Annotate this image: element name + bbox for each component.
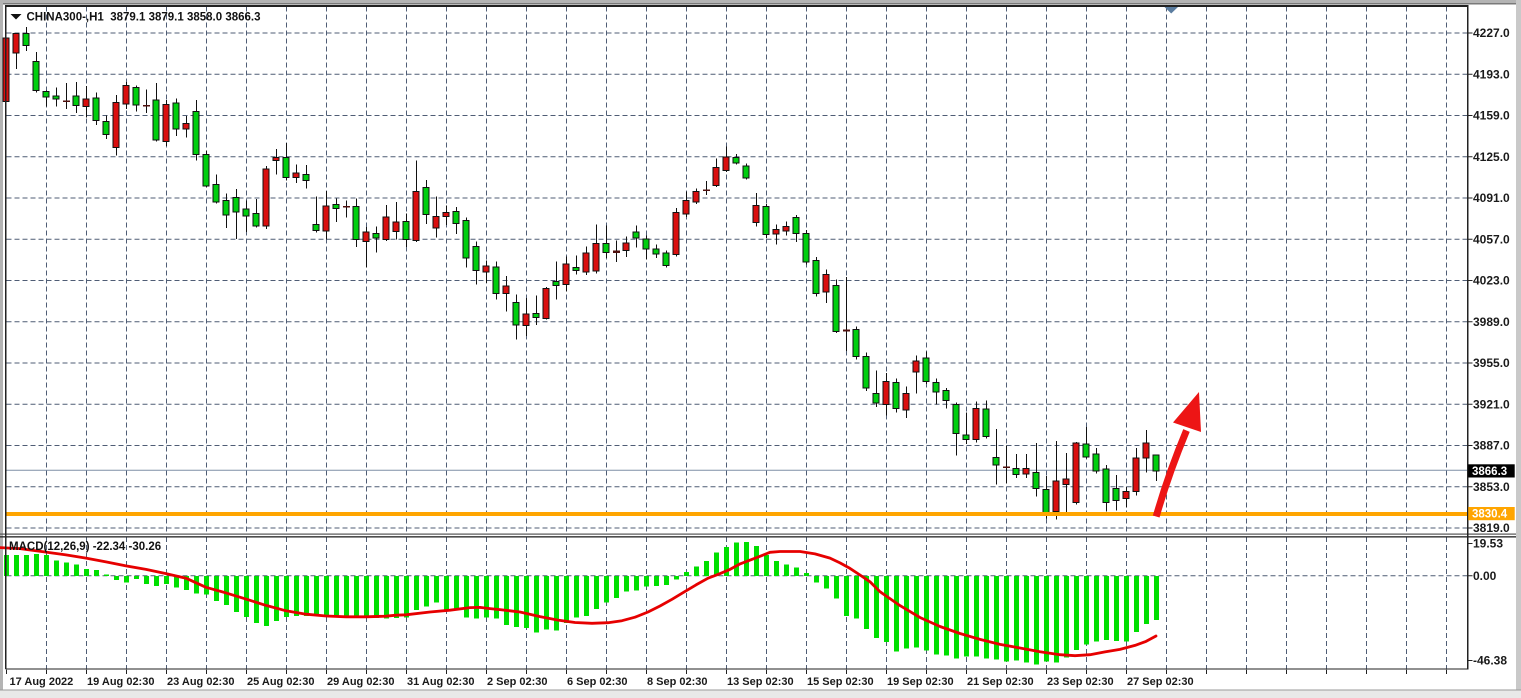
svg-text:13 Sep 02:30: 13 Sep 02:30 xyxy=(727,676,794,688)
svg-text:4091.0: 4091.0 xyxy=(1473,191,1510,205)
svg-text:8 Sep 02:30: 8 Sep 02:30 xyxy=(647,676,708,688)
svg-text:29 Aug 02:30: 29 Aug 02:30 xyxy=(327,676,394,688)
svg-text:3921.0: 3921.0 xyxy=(1473,397,1510,411)
svg-text:21 Sep 02:30: 21 Sep 02:30 xyxy=(967,676,1034,688)
svg-text:19 Aug 02:30: 19 Aug 02:30 xyxy=(87,676,154,688)
svg-text:3955.0: 3955.0 xyxy=(1473,356,1510,370)
svg-text:-46.38: -46.38 xyxy=(1473,654,1507,668)
svg-text:3887.0: 3887.0 xyxy=(1473,439,1510,453)
svg-text:27 Sep 02:30: 27 Sep 02:30 xyxy=(1127,676,1194,688)
svg-text:19 Sep 02:30: 19 Sep 02:30 xyxy=(887,676,954,688)
svg-text:3853.0: 3853.0 xyxy=(1473,480,1510,494)
svg-text:3819.0: 3819.0 xyxy=(1473,521,1510,535)
svg-text:3866.3: 3866.3 xyxy=(1472,466,1507,478)
svg-text:23 Sep 02:30: 23 Sep 02:30 xyxy=(1047,676,1114,688)
svg-text:4227.0: 4227.0 xyxy=(1473,26,1510,40)
svg-text:4159.0: 4159.0 xyxy=(1473,109,1510,123)
svg-text:23 Aug 02:30: 23 Aug 02:30 xyxy=(167,676,234,688)
svg-text:4193.0: 4193.0 xyxy=(1473,67,1510,81)
svg-text:4023.0: 4023.0 xyxy=(1473,274,1510,288)
svg-text:3989.0: 3989.0 xyxy=(1473,315,1510,329)
svg-text:4057.0: 4057.0 xyxy=(1473,232,1510,246)
svg-text:3830.4: 3830.4 xyxy=(1472,509,1508,521)
svg-text:31 Aug 02:30: 31 Aug 02:30 xyxy=(407,676,474,688)
svg-text:19.53: 19.53 xyxy=(1473,537,1503,551)
svg-text:17 Aug 2022: 17 Aug 2022 xyxy=(10,676,74,688)
svg-text:MACD(12,26,9) -22.34 -30.26: MACD(12,26,9) -22.34 -30.26 xyxy=(9,541,161,553)
svg-text:6 Sep 02:30: 6 Sep 02:30 xyxy=(567,676,628,688)
svg-text:CHINA300-,H1 3879.1 3879.1 38: CHINA300-,H1 3879.1 3879.1 3858.0 3866.3 xyxy=(27,12,261,24)
svg-text:4125.0: 4125.0 xyxy=(1473,150,1510,164)
svg-text:2 Sep 02:30: 2 Sep 02:30 xyxy=(487,676,548,688)
svg-text:25 Aug 02:30: 25 Aug 02:30 xyxy=(247,676,314,688)
svg-text:15 Sep 02:30: 15 Sep 02:30 xyxy=(807,676,874,688)
svg-text:0.00: 0.00 xyxy=(1473,569,1497,583)
